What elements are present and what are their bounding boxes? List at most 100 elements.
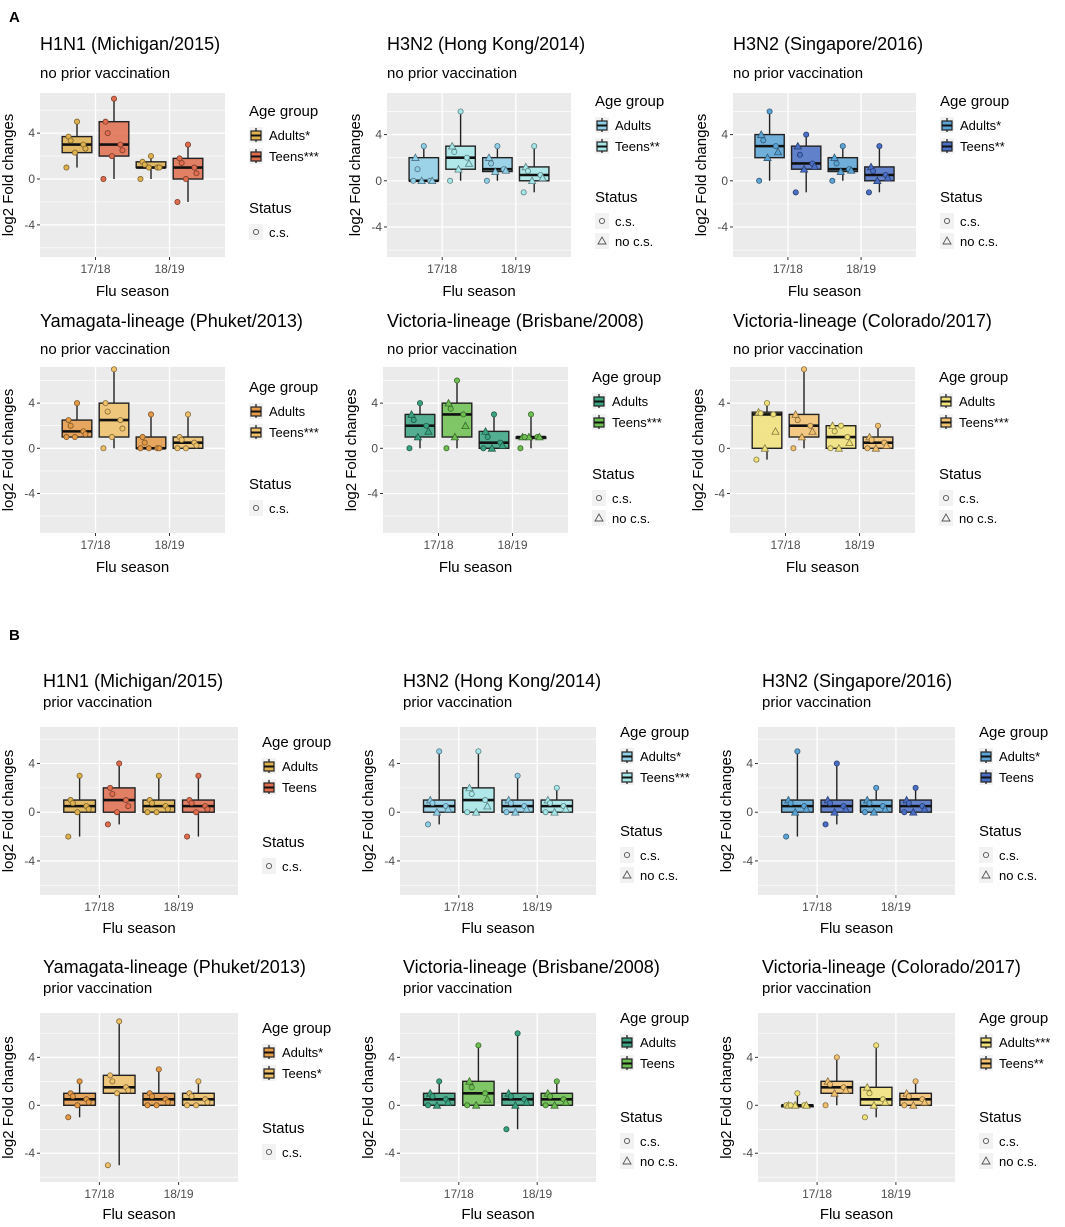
panel-12: Victoria-lineage (Colorado/2017) prior va…	[718, 957, 1050, 1223]
data-point-triangle	[484, 153, 494, 161]
legend-status-label: c.s.	[612, 491, 632, 506]
legend-status-triangle	[622, 870, 632, 879]
data-point-circle	[482, 1090, 489, 1097]
panel-subtitle: prior vaccination	[762, 694, 871, 711]
legend-age-label: Teens***	[269, 149, 319, 164]
y-tick-label: 0	[718, 441, 725, 455]
y-tick-label: 0	[746, 805, 753, 819]
panel-subtitle: prior vaccination	[403, 980, 512, 997]
legend-status-label: no c.s.	[999, 868, 1037, 883]
data-point-circle	[188, 800, 195, 807]
data-point-circle	[182, 176, 189, 183]
data-point-circle	[144, 809, 151, 816]
data-point-circle	[827, 800, 834, 807]
panel-11: Victoria-lineage (Brisbane/2008) prior va…	[360, 957, 689, 1223]
data-point-circle	[794, 1090, 801, 1097]
data-point-circle	[424, 1102, 431, 1109]
x-tick-label: 17/18	[423, 538, 453, 552]
legend-status-bg	[592, 510, 606, 526]
panel-title: H1N1 (Michigan/2015)	[43, 671, 223, 691]
data-point-triangle	[793, 141, 803, 150]
legend-age-label: Teens***	[640, 770, 690, 785]
data-point-circle	[164, 806, 171, 813]
x-tick-label: 18/19	[497, 538, 527, 552]
data-point-circle	[145, 445, 152, 452]
panel-subtitle: no prior vaccination	[733, 341, 863, 358]
data-point-circle	[833, 160, 840, 167]
box-adults-17-18	[61, 118, 93, 171]
x-axis-label: Flu season	[820, 1206, 893, 1223]
data-point-triangle	[443, 1097, 453, 1106]
box-adults-18-19	[501, 772, 534, 816]
legend-status-label: c.s.	[959, 491, 979, 506]
data-point-triangle	[432, 1100, 442, 1109]
box-adults-17-18	[63, 1078, 97, 1121]
data-point-circle	[876, 143, 883, 150]
legend-status-bg	[979, 867, 993, 883]
x-tick-label: 17/18	[444, 900, 474, 914]
legend-key-1	[939, 414, 953, 430]
data-point-circle	[193, 170, 200, 177]
y-tick-label: -4	[367, 486, 378, 500]
data-point-circle	[520, 189, 527, 196]
data-point-circle	[460, 411, 467, 418]
data-point-circle	[475, 1042, 482, 1049]
data-point-triangle	[501, 165, 511, 174]
data-point-circle	[149, 800, 156, 807]
data-point-circle	[113, 809, 120, 816]
legend-status-bg	[592, 490, 606, 506]
x-axis-label: Flu season	[786, 559, 859, 576]
legend-status-triangle	[594, 513, 604, 522]
y-tick-label: -4	[24, 218, 35, 232]
data-point-circle	[82, 145, 89, 152]
data-point-circle	[63, 434, 70, 441]
legend-status-label: c.s.	[269, 225, 289, 240]
legend-status-circle	[623, 851, 631, 859]
x-tick-label: 17/18	[773, 262, 803, 276]
legend-age-label: Teens	[640, 1056, 675, 1071]
panel-subtitle: prior vaccination	[43, 980, 152, 997]
box-adults-18-19	[825, 421, 857, 452]
legend-age-label: Adults*	[640, 749, 681, 764]
data-point-triangle	[407, 410, 416, 418]
data-point-circle	[542, 809, 549, 816]
legend-age-label: Adults	[959, 394, 996, 409]
data-point-circle	[865, 189, 872, 196]
data-point-circle	[503, 809, 510, 816]
data-point-circle	[69, 800, 76, 807]
data-point-triangle	[483, 801, 492, 810]
data-point-circle	[833, 1054, 840, 1061]
legend-age-label: Adults	[612, 394, 649, 409]
data-point-circle	[912, 784, 919, 791]
data-point-circle	[184, 1102, 191, 1109]
legend-status-bg	[249, 500, 263, 516]
data-point-circle	[108, 153, 115, 160]
legend-status-title: Status	[262, 834, 305, 851]
data-point-circle	[116, 1018, 123, 1025]
panel-title: H3N2 (Hong Kong/2014)	[403, 671, 601, 691]
legend-status-title: Status	[620, 1109, 663, 1126]
data-point-circle	[184, 141, 191, 148]
box-adults-17-18	[422, 748, 456, 828]
data-point-circle	[833, 760, 840, 767]
data-point-circle	[67, 422, 74, 429]
data-point-triangle	[498, 441, 507, 449]
data-point-circle	[839, 143, 846, 150]
legend-status-bg	[262, 1144, 276, 1160]
legend-status-title: Status	[620, 823, 663, 840]
data-point-circle	[117, 141, 124, 148]
legend-status-circle	[598, 217, 606, 225]
x-tick-label: 17/18	[770, 538, 800, 552]
legend-age-label: Adults*	[960, 118, 1001, 133]
data-point-circle	[109, 790, 116, 797]
box-iqr	[441, 402, 473, 438]
data-point-circle	[553, 1078, 560, 1085]
y-tick-label: 4	[28, 757, 35, 771]
data-point-circle	[861, 809, 868, 816]
x-tick-label: 18/19	[881, 900, 911, 914]
box-teens-17-18	[102, 1018, 136, 1169]
legend-age-title: Age group	[939, 369, 1008, 386]
legend-status-title: Status	[979, 823, 1022, 840]
data-point-circle	[82, 431, 89, 438]
x-axis-label: Flu season	[442, 283, 515, 300]
